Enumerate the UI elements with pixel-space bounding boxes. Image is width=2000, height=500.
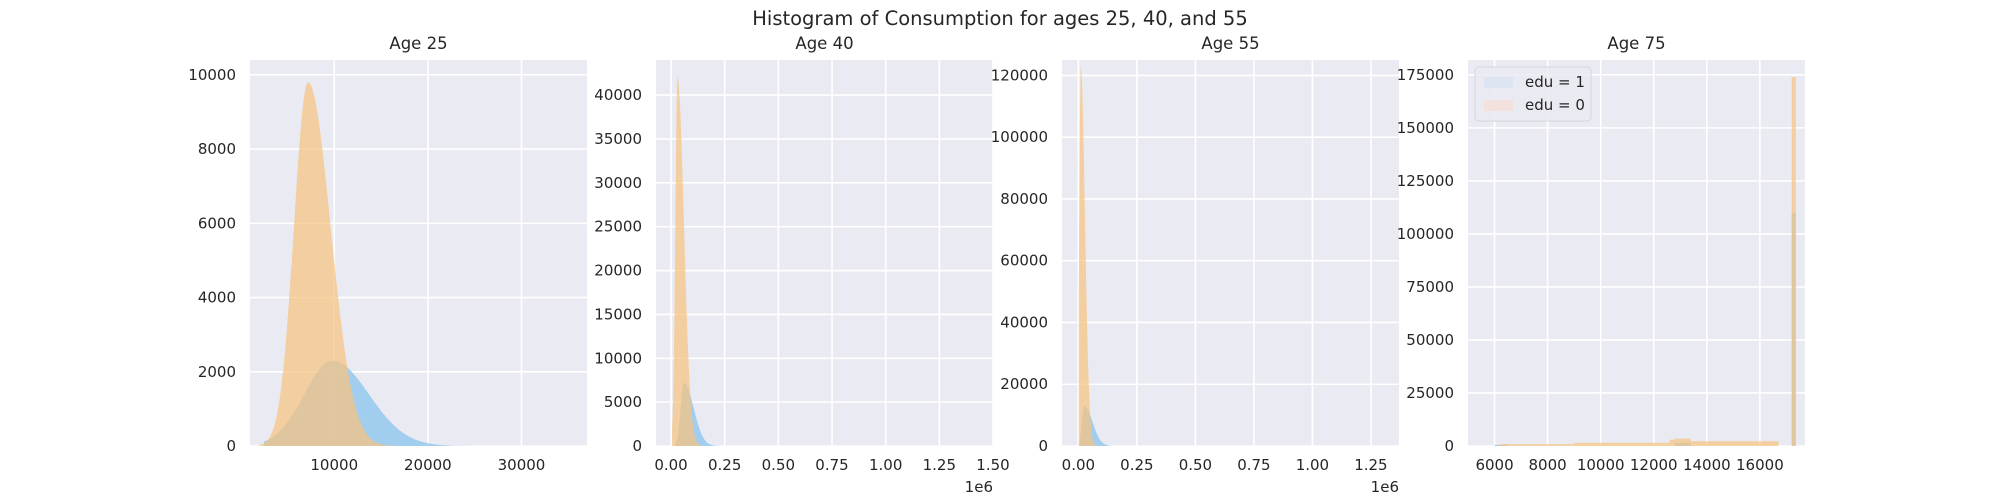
x-tick-label: 0.75 xyxy=(1237,456,1270,474)
x-tick-label: 6000 xyxy=(1475,456,1513,474)
y-tick-label: 0 xyxy=(226,437,236,455)
y-tick-label: 80000 xyxy=(1000,190,1048,208)
y-tick-label: 100000 xyxy=(991,128,1048,146)
x-tick-label: 12000 xyxy=(1630,456,1678,474)
x-tick-label: 14000 xyxy=(1683,456,1731,474)
y-tick-label: 10000 xyxy=(594,349,642,367)
panel-2: Age 40 0.00 0.25 0.50 0.75 1.00 1.25 1.50 0 5000 1… xyxy=(594,34,1009,496)
panel-title: Age 40 xyxy=(795,34,853,53)
x-tick-label: 0.25 xyxy=(708,456,741,474)
y-tick-label: 4000 xyxy=(198,289,236,307)
gridlines xyxy=(656,60,994,447)
panel-4: Age 75 6000 8000 10000 12000 14000 16000 0 25000… xyxy=(1397,34,1805,474)
y-tick-label: 120000 xyxy=(991,66,1048,84)
x-tick-label: 1.00 xyxy=(1296,456,1329,474)
y-tick-label: 0 xyxy=(632,437,642,455)
legend-swatch xyxy=(1484,77,1513,88)
y-tick-label: 150000 xyxy=(1397,119,1454,137)
panel-title: Age 25 xyxy=(389,34,447,53)
legend: edu = 1 edu = 0 xyxy=(1474,66,1592,122)
y-tick-label: 20000 xyxy=(1000,375,1048,393)
y-tick-label: 40000 xyxy=(1000,313,1048,331)
panel-1: Age 25 10000 20000 30000 0 2000 4000 6000 8000 10… xyxy=(188,34,587,474)
y-tick-label: 60000 xyxy=(1000,252,1048,270)
x-tick-label: 1.50 xyxy=(976,456,1009,474)
legend-label: edu = 1 xyxy=(1525,73,1585,91)
x-tick-label: 20000 xyxy=(404,456,452,474)
plot-area xyxy=(656,60,993,446)
x-tick-label: 0.00 xyxy=(1062,456,1095,474)
y-tick-label: 25000 xyxy=(594,218,642,236)
panel-title: Age 55 xyxy=(1201,34,1259,53)
x-tick-label: 10000 xyxy=(1577,456,1625,474)
y-tick-label: 30000 xyxy=(594,174,642,192)
x-tick-label: 1.00 xyxy=(869,456,902,474)
y-tick-label: 125000 xyxy=(1397,172,1454,190)
x-tick-label: 10000 xyxy=(310,456,358,474)
y-tick-label: 175000 xyxy=(1397,66,1454,84)
x-tick-label: 16000 xyxy=(1736,456,1784,474)
panels: Age 25 10000 20000 30000 0 2000 4000 6000 8000 10… xyxy=(188,34,1805,496)
histogram-edu0 xyxy=(259,82,447,446)
figure-title: Histogram of Consumption for ages 25, 40… xyxy=(752,7,1248,30)
x-tick-label: 30000 xyxy=(498,456,546,474)
x-offset-label: 1e6 xyxy=(965,478,993,496)
y-tick-label: 15000 xyxy=(594,305,642,323)
legend-swatch xyxy=(1484,100,1513,111)
histogram-marks xyxy=(259,82,578,446)
y-tick-label: 20000 xyxy=(594,262,642,280)
plot-area xyxy=(1468,60,1805,446)
histogram-edu0 xyxy=(1078,66,1121,446)
histogram-edu0 xyxy=(672,77,725,446)
y-tick-label: 2000 xyxy=(198,363,236,381)
y-tick-label: 100000 xyxy=(1397,225,1454,243)
histogram-edu1 xyxy=(675,382,757,446)
y-tick-label: 25000 xyxy=(1406,384,1454,402)
x-tick-label: 8000 xyxy=(1529,456,1567,474)
y-tick-label: 8000 xyxy=(198,140,236,158)
x-tick-label: 0.50 xyxy=(1179,456,1212,474)
histogram-marks xyxy=(672,77,757,446)
y-tick-label: 5000 xyxy=(604,393,642,411)
histogram-marks xyxy=(1078,66,1149,446)
x-tick-label: 0.75 xyxy=(815,456,848,474)
x-tick-label: 1.25 xyxy=(923,456,956,474)
y-tick-label: 10000 xyxy=(188,66,236,84)
panel-title: Age 75 xyxy=(1607,34,1665,53)
y-tick-label: 75000 xyxy=(1406,278,1454,296)
x-tick-label: 0.00 xyxy=(654,456,687,474)
y-tick-label: 35000 xyxy=(594,130,642,148)
y-tick-label: 0 xyxy=(1038,437,1048,455)
y-tick-label: 6000 xyxy=(198,214,236,232)
panel-3: Age 55 0.00 0.25 0.50 0.75 1.00 1.25 0 20000 4000… xyxy=(991,34,1399,496)
plot-area xyxy=(1062,60,1399,446)
y-tick-label: 40000 xyxy=(594,86,642,104)
x-tick-label: 0.50 xyxy=(762,456,795,474)
y-tick-label: 50000 xyxy=(1406,331,1454,349)
x-tick-label: 1.25 xyxy=(1354,456,1387,474)
gridlines xyxy=(1062,60,1399,447)
legend-label: edu = 0 xyxy=(1525,96,1585,114)
y-tick-label: 0 xyxy=(1444,437,1454,455)
histogram-edu1 xyxy=(1079,405,1149,446)
x-offset-label: 1e6 xyxy=(1371,478,1399,496)
x-tick-label: 0.25 xyxy=(1120,456,1153,474)
